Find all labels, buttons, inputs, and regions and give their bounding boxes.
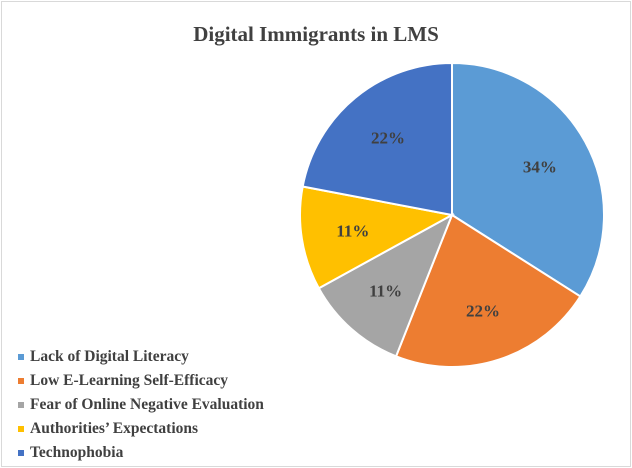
- legend-swatch: [18, 354, 24, 360]
- legend-label: Lack of Digital Literacy: [30, 348, 189, 365]
- legend-label: Technophobia: [30, 444, 124, 461]
- pie-slice: [394, 213, 582, 368]
- chart-legend: Lack of Digital Literacy Low E-Learning …: [18, 345, 264, 465]
- legend-item: Authorities’ Expectations: [18, 417, 264, 441]
- slice-value-label: 34%: [523, 158, 557, 177]
- legend-label: Authorities’ Expectations: [30, 420, 199, 437]
- legend-swatch: [18, 426, 24, 432]
- pie-slice: [317, 212, 454, 358]
- legend-item: Fear of Online Negative Evaluation: [18, 393, 264, 417]
- slice-value-label: 22%: [371, 129, 405, 148]
- legend-item: Low E-Learning Self-Efficacy: [18, 369, 264, 393]
- legend-item: Lack of Digital Literacy: [18, 345, 264, 369]
- slice-value-label: 22%: [466, 301, 500, 320]
- pie-slice: [301, 61, 453, 217]
- legend-item: Technophobia: [18, 441, 264, 465]
- legend-swatch: [18, 402, 24, 408]
- legend-label: Fear of Online Negative Evaluation: [30, 396, 264, 413]
- legend-swatch: [18, 378, 24, 384]
- chart-title: Digital Immigrants in LMS: [193, 22, 439, 46]
- legend-swatch: [18, 450, 24, 456]
- slice-value-label: 11%: [369, 281, 402, 300]
- pie-slice: [299, 185, 455, 290]
- legend-label: Low E-Learning Self-Efficacy: [30, 372, 229, 389]
- slice-value-label: 11%: [336, 222, 369, 241]
